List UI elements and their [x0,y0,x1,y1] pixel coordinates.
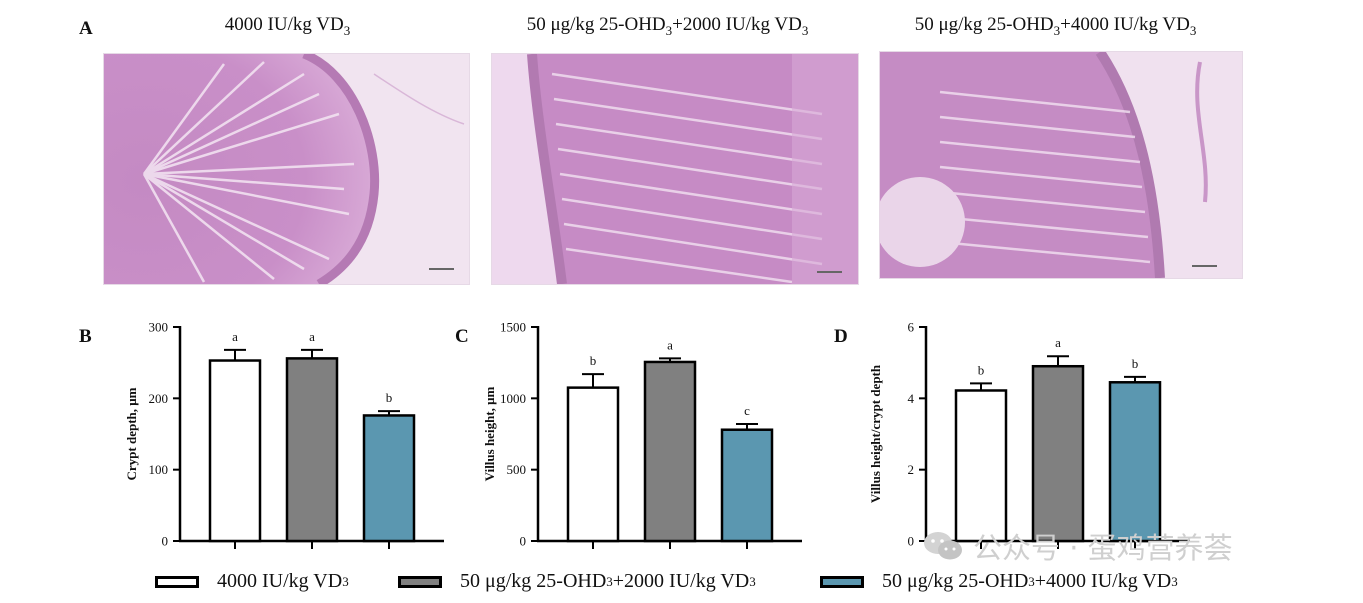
legend-swatch-2 [398,575,442,588]
legend-label-1: 4000 IU/kg VD [217,570,343,592]
legend-label-2-sub: 3 [606,573,613,589]
image-title-3-sub: 3 [1053,22,1061,38]
legend-label-2-sub2: 3 [749,573,756,589]
legend-label-2-tail: +2000 IU/kg VD [612,570,750,592]
significance-letter-2: b [1132,356,1139,371]
legend-swatch-3 [820,575,864,588]
chart-villus-height: 0 500 1000 1500 Villus height, μm b a c [482,320,802,549]
y-axis-label: Villus height, μm [482,387,497,482]
legend-label-3-sub: 3 [1028,573,1035,589]
micrograph-1 [103,53,470,285]
legend-label-3: 50 μg/kg 25-OHD [882,570,1029,592]
y-tick-label-1: 100 [149,462,169,477]
legend-swatch-1 [155,575,199,588]
image-title-2-tail: +2000 IU/kg VD [672,14,802,35]
legend: 4000 IU/kg VD 3 50 μg/kg 25-OHD 3 +2000 IU/… [0,570,1363,600]
legend-item-1: 4000 IU/kg VD 3 [155,570,349,593]
significance-letter-2: c [744,403,750,418]
legend-label-3-sub2: 3 [1171,573,1178,589]
wechat-logo-icon [924,532,962,560]
panel-label-c: C [455,326,469,347]
chart-villus-crypt-ratio: 0 2 4 6 Villus height/crypt depth b a b [868,320,1190,549]
image-title-2-text: 50 μg/kg 25-OHD [526,14,666,35]
bar-0 [566,386,620,543]
y-tick-label-2: 1000 [500,391,526,406]
image-title-1-text: 4000 IU/kg VD [224,14,344,35]
y-tick-label-0: 0 [520,534,527,549]
y-tick-label-2: 200 [149,391,169,406]
bar-1 [1031,364,1085,543]
significance-letter-1: a [309,329,315,344]
significance-letter-0: b [590,353,597,368]
y-tick-label-3: 1500 [500,320,526,335]
bar-0 [954,389,1008,543]
image-title-1-sub: 3 [343,22,351,38]
image-title-3-sub2: 3 [1189,22,1197,38]
image-title-1: 4000 IU/kg VD3 [105,14,470,39]
significance-letter-0: b [978,362,985,377]
micrograph-3 [879,51,1243,279]
legend-label-2: 50 μg/kg 25-OHD [460,570,607,592]
legend-label-1-sub: 3 [342,573,349,589]
micrograph-2 [491,53,859,285]
y-tick-label-3: 300 [149,320,169,335]
bar-1 [643,360,697,543]
panel-label-d: D [834,326,848,347]
image-title-2-sub2: 3 [801,22,809,38]
image-title-2-sub: 3 [665,22,673,38]
bar-2 [1108,381,1162,543]
legend-item-3: 50 μg/kg 25-OHD 3 +4000 IU/kg VD 3 [820,570,1178,593]
bar-1 [285,357,339,543]
significance-letter-1: a [1055,335,1061,350]
watermark: 公众号 · 蛋鸡营养荟 [923,525,1233,567]
y-tick-label-1: 2 [908,462,915,477]
image-title-3: 50 μg/kg 25-OHD3+4000 IU/kg VD3 [873,14,1238,39]
panel-label-a: A [79,18,93,39]
y-tick-label-0: 0 [908,534,915,549]
image-title-2: 50 μg/kg 25-OHD3+2000 IU/kg VD3 [485,14,850,39]
y-axis-label: Crypt depth, μm [124,387,139,480]
significance-letter-0: a [232,329,238,344]
image-title-3-text: 50 μg/kg 25-OHD [914,14,1054,35]
legend-item-2: 50 μg/kg 25-OHD 3 +2000 IU/kg VD 3 [398,570,756,593]
watermark-text: 公众号 · 蛋鸡营养荟 [973,531,1233,565]
significance-letter-2: b [386,390,393,405]
image-title-3-tail: +4000 IU/kg VD [1060,14,1190,35]
y-tick-label-3: 6 [908,320,915,335]
y-tick-label-2: 4 [908,391,915,406]
bar-2 [720,428,774,543]
y-tick-label-1: 500 [507,462,527,477]
legend-label-3-tail: +4000 IU/kg VD [1034,570,1172,592]
y-axis-label: Villus height/crypt depth [868,364,883,503]
y-tick-label-0: 0 [162,534,169,549]
bar-0 [208,359,262,543]
panel-label-b: B [79,326,92,347]
significance-letter-1: a [667,337,673,352]
chart-crypt-depth: 0 100 200 300 Crypt depth, μm a a b [124,320,444,549]
bar-2 [362,414,416,543]
